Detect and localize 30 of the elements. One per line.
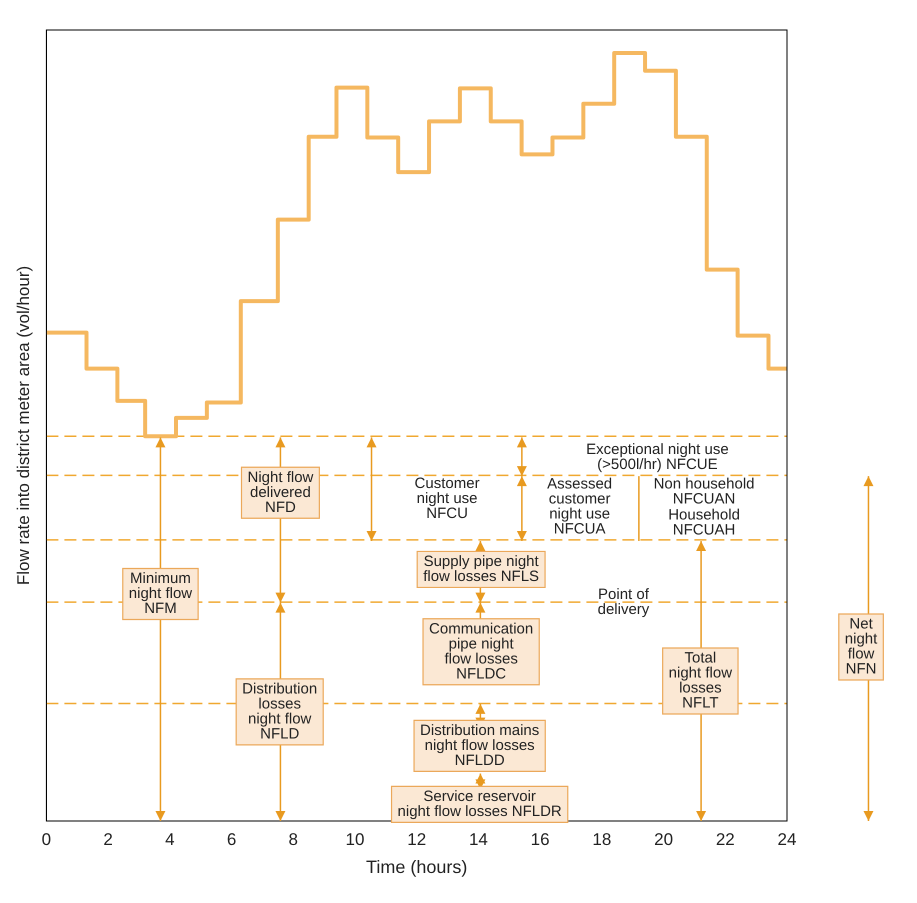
y-axis-title: Flow rate into district meter area (vol/hour) (14, 266, 33, 586)
x-tick-label: 10 (346, 830, 364, 849)
annotation: Customer night use NFCU (414, 475, 480, 522)
x-tick-label: 20 (654, 830, 674, 849)
x-tick-label: 2 (103, 830, 113, 849)
annotation: Household NFCUAH (668, 506, 740, 538)
annotation: Total night flow losses NFLT (668, 650, 732, 712)
x-axis-title: Time (hours) (366, 857, 468, 878)
x-tick-label: 24 (778, 830, 796, 849)
annotation: Assessed customer night use NFCUA (547, 476, 612, 538)
annotation: Night flow delivered NFD (248, 468, 314, 516)
annotation: Distribution mains night flow losses NFLDD (420, 722, 540, 769)
x-tick-label: 8 (288, 830, 298, 849)
x-tick-label: 4 (165, 830, 175, 849)
annotation: Exceptional night use (>500l/hr) NFCUE (586, 440, 729, 473)
x-tick-label: 0 (42, 830, 52, 849)
annotation: Non household NFCUAN (654, 476, 755, 508)
annotation: Communication pipe night flow losses NFLDC (429, 620, 534, 682)
annotation: Minimum night flow NFM (128, 570, 192, 618)
x-tick-label: 14 (468, 830, 488, 849)
x-tick-label: 16 (530, 830, 550, 849)
x-tick-label: 6 (226, 830, 236, 849)
x-tick-label: 22 (716, 830, 735, 849)
annotation: Service reservoir night flow losses NFLDR (398, 788, 562, 820)
x-tick-label: 12 (407, 830, 426, 849)
annotation: Point of delivery (598, 586, 650, 618)
x-tick-label: 18 (592, 830, 612, 849)
annotation: Supply pipe night flow losses NFLS (423, 553, 540, 586)
text: Net night flow NFN (844, 616, 878, 678)
annotation: Distribution losses night flow NFLD (242, 680, 318, 742)
